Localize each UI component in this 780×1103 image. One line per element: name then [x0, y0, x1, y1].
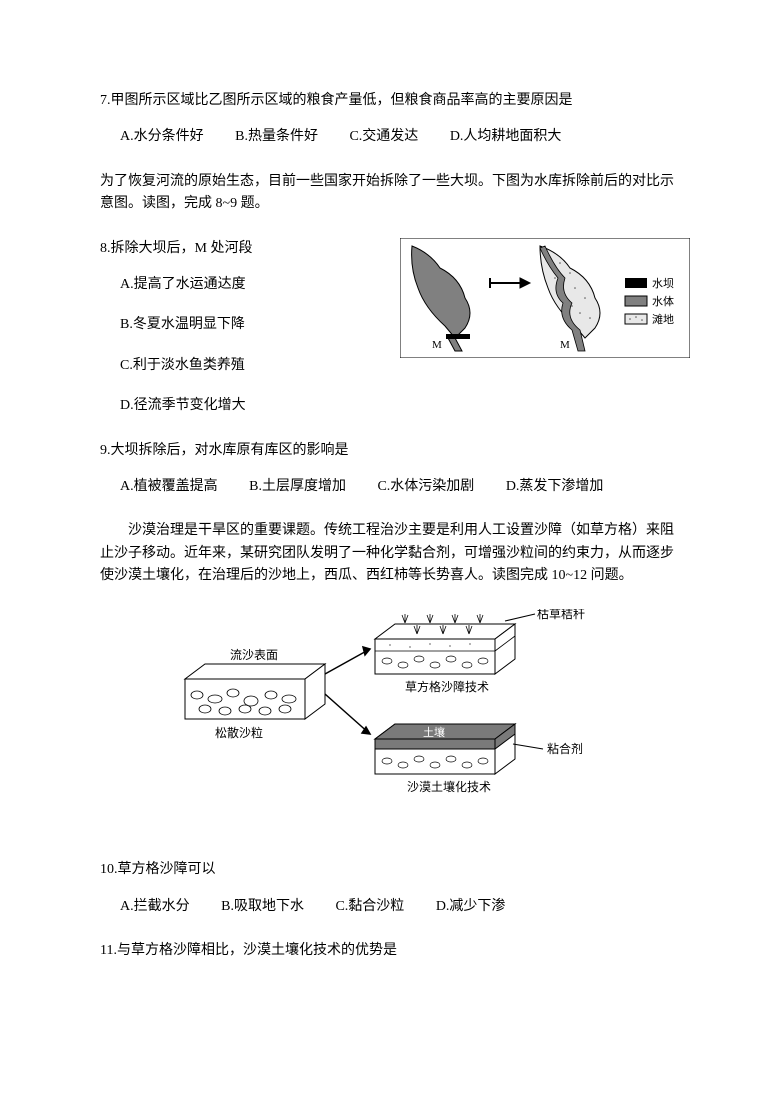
legend-dam: 水坝: [652, 276, 674, 290]
q7-stem: 7.甲图所示区域比乙图所示区域的粮食产量低，但粮食商品率高的主要原因是: [100, 90, 680, 112]
svg-text:土壤: 土壤: [423, 725, 445, 739]
svg-text:松散沙粒: 松散沙粒: [215, 725, 263, 740]
q9-option-c: C.水体污染加剧: [377, 476, 474, 498]
passage-8-9: 为了恢复河流的原始生态，目前一些国家开始拆除了一些大坝。下图为水库拆除前后的对比…: [100, 171, 680, 216]
q7-option-a: A.水分条件好: [120, 126, 204, 148]
svg-text:沙漠土壤化技术: 沙漠土壤化技术: [407, 779, 491, 794]
figure-sand: 流沙表面 松散沙粒: [175, 609, 605, 809]
q9-stem: 9.大坝拆除后，对水库原有库区的影响是: [100, 440, 680, 462]
q8-stem: 8.拆除大坝后，M 处河段: [100, 238, 360, 260]
q7-options: A.水分条件好 B.热量条件好 C.交通发达 D.人均耕地面积大: [100, 126, 680, 148]
svg-text:草方格沙障技术: 草方格沙障技术: [405, 679, 489, 694]
legend-beach: 滩地: [652, 312, 674, 326]
q10-option-c: C.黏合沙粒: [335, 896, 404, 918]
question-7: 7.甲图所示区域比乙图所示区域的粮食产量低，但粮食商品率高的主要原因是 A.水分…: [100, 90, 680, 149]
q8-option-a: A.提高了水运通达度: [120, 274, 380, 296]
q11-stem: 11.与草方格沙障相比，沙漠土壤化技术的优势是: [100, 940, 680, 962]
legend-water: 水体: [652, 294, 674, 308]
question-8: M M: [100, 238, 680, 418]
q8-option-b: B.冬夏水温明显下降: [120, 314, 380, 336]
q8-option-c: C.利于淡水鱼类养殖: [120, 355, 380, 377]
q9-options: A.植被覆盖提高 B.土层厚度增加 C.水体污染加剧 D.蒸发下渗增加: [100, 476, 680, 498]
figure-dam: M M: [400, 238, 690, 358]
svg-text:粘合剂: 粘合剂: [547, 741, 583, 756]
q8-options: A.提高了水运通达度 B.冬夏水温明显下降 C.利于淡水鱼类养殖 D.径流季节变…: [100, 274, 380, 418]
question-10: 10.草方格沙障可以 A.拦截水分 B.吸取地下水 C.黏合沙粒 D.减少下渗: [100, 859, 680, 918]
exam-page: 7.甲图所示区域比乙图所示区域的粮食产量低，但粮食商品率高的主要原因是 A.水分…: [0, 0, 780, 1045]
q7-option-b: B.热量条件好: [235, 126, 318, 148]
q9-option-b: B.土层厚度增加: [249, 476, 346, 498]
q10-option-a: A.拦截水分: [120, 896, 190, 918]
q10-options: A.拦截水分 B.吸取地下水 C.黏合沙粒 D.减少下渗: [100, 896, 680, 918]
svg-text:M: M: [560, 339, 570, 351]
q9-option-d: D.蒸发下渗增加: [506, 476, 604, 498]
passage-10-12: 沙漠治理是干旱区的重要课题。传统工程治沙主要是利用人工设置沙障（如草方格）来阻止…: [100, 520, 680, 587]
svg-text:枯草秸秆: 枯草秸秆: [537, 609, 585, 621]
q10-stem: 10.草方格沙障可以: [100, 859, 680, 881]
q7-option-d: D.人均耕地面积大: [450, 126, 562, 148]
q8-option-d: D.径流季节变化增大: [120, 395, 380, 417]
svg-text:流沙表面: 流沙表面: [230, 648, 278, 662]
q10-option-d: D.减少下渗: [436, 896, 506, 918]
q9-option-a: A.植被覆盖提高: [120, 476, 218, 498]
svg-text:M: M: [432, 339, 442, 351]
q10-option-b: B.吸取地下水: [221, 896, 304, 918]
q7-option-c: C.交通发达: [349, 126, 418, 148]
question-11: 11.与草方格沙障相比，沙漠土壤化技术的优势是: [100, 940, 680, 962]
question-9: 9.大坝拆除后，对水库原有库区的影响是 A.植被覆盖提高 B.土层厚度增加 C.…: [100, 440, 680, 499]
